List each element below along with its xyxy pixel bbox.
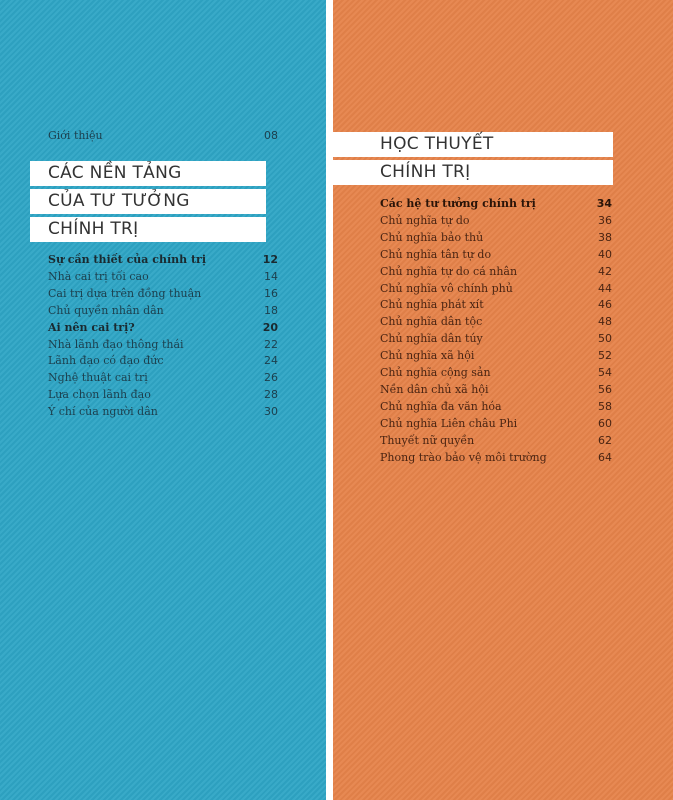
entry-title: Phong trào bảo vệ môi trường: [380, 450, 547, 464]
toc-entry[interactable]: Nền dân chủ xã hội 56: [380, 381, 612, 398]
entry-page: 24: [264, 354, 278, 368]
entry-title: Chủ nghĩa tân tự do: [380, 247, 492, 261]
toc-entry[interactable]: Chủ nghĩa bảo thủ 38: [380, 229, 612, 246]
toc-entry[interactable]: Sự cần thiết của chính trị 12: [48, 251, 278, 268]
entry-title: Chủ nghĩa dân túy: [380, 332, 483, 346]
entry-title: Chủ nghĩa tự do: [380, 213, 470, 227]
entry-page: 44: [598, 281, 612, 295]
entry-page: 28: [264, 388, 278, 402]
entry-page: 62: [598, 433, 612, 447]
toc-entry[interactable]: Nhà cai trị tối cao 14: [48, 268, 278, 285]
entry-title: Lãnh đạo có đạo đức: [48, 354, 164, 368]
toc-entry[interactable]: Chủ quyền nhân dân 18: [48, 302, 278, 319]
entry-page: 38: [598, 230, 612, 244]
toc-entry[interactable]: Các hệ tư tưởng chính trị 34: [380, 195, 612, 212]
toc-entry[interactable]: Chủ nghĩa cộng sản 54: [380, 364, 612, 381]
entry-page: 08: [264, 129, 278, 142]
chapter-title-line: HỌC THUYẾT: [333, 132, 613, 157]
toc-entry[interactable]: Thuyết nữ quyền 62: [380, 432, 612, 449]
entry-title: Chủ nghĩa cộng sản: [380, 366, 491, 379]
toc-entry[interactable]: Chủ nghĩa dân túy 50: [380, 330, 612, 347]
right-page: HỌC THUYẾT CHÍNH TRỊ Các hệ tư tưởng chí…: [333, 0, 673, 800]
entry-page: 34: [596, 197, 612, 210]
entry-title: Cai trị dựa trên đồng thuận: [48, 286, 202, 300]
chapter-title-line: CHÍNH TRỊ: [333, 160, 613, 185]
entry-title: Nhà lãnh đạo thông thái: [48, 337, 184, 351]
entry-page: 42: [598, 264, 612, 278]
entry-title: Ý chí của người dân: [48, 405, 158, 419]
entry-page: 50: [598, 332, 612, 346]
entry-title: Nền dân chủ xã hội: [380, 382, 489, 396]
toc-entry[interactable]: Chủ nghĩa xã hội 52: [380, 347, 612, 364]
toc-entry[interactable]: Ý chí của người dân 30: [48, 403, 278, 420]
entry-page: 64: [598, 450, 612, 464]
toc-entry[interactable]: Chủ nghĩa dân tộc 48: [380, 313, 612, 330]
toc-entry[interactable]: Nhà lãnh đạo thông thái 22: [48, 336, 278, 353]
toc-entry[interactable]: Nghệ thuật cai trị 26: [48, 369, 278, 386]
entry-title: Giới thiệu: [48, 129, 103, 142]
entry-page: 56: [598, 382, 612, 396]
entry-page: 26: [264, 371, 278, 385]
entry-page: 20: [262, 320, 278, 334]
entry-title: Chủ nghĩa vô chính phủ: [380, 281, 513, 295]
toc-entry[interactable]: Ai nên cai trị? 20: [48, 319, 278, 336]
toc-entry[interactable]: Chủ nghĩa phát xít 46: [380, 296, 612, 313]
entry-title: Thuyết nữ quyền: [380, 433, 475, 447]
entry-title: Chủ quyền nhân dân: [48, 303, 164, 317]
toc-entry[interactable]: Chủ nghĩa tân tự do 40: [380, 246, 612, 263]
chapter-title-line: CHÍNH TRỊ: [30, 217, 266, 242]
entry-page: 54: [598, 366, 612, 379]
entry-title: Ai nên cai trị?: [48, 320, 135, 334]
entry-page: 14: [264, 269, 278, 283]
entry-title: Sự cần thiết của chính trị: [48, 253, 206, 266]
entry-title: Chủ nghĩa dân tộc: [380, 315, 483, 329]
entry-page: 16: [264, 286, 278, 300]
toc-entry[interactable]: Chủ nghĩa tự do cá nhân 42: [380, 263, 612, 280]
toc-entry[interactable]: Chủ nghĩa tự do 36: [380, 212, 612, 229]
toc-entry[interactable]: Chủ nghĩa đa văn hóa 58: [380, 398, 612, 415]
entry-page: 18: [264, 303, 278, 317]
entry-page: 30: [264, 405, 278, 419]
entry-title: Chủ nghĩa phát xít: [380, 298, 484, 312]
toc-entry[interactable]: Chủ nghĩa vô chính phủ 44: [380, 280, 612, 297]
entry-page: 48: [598, 315, 612, 329]
entry-page: 60: [598, 416, 612, 430]
entry-title: Nhà cai trị tối cao: [48, 269, 149, 283]
toc-entry[interactable]: Phong trào bảo vệ môi trường 64: [380, 449, 612, 466]
chapter-title-line: CỦA TƯ TƯỞNG: [30, 189, 266, 214]
left-page: Giới thiệu 08 CÁC NỀN TẢNG CỦA TƯ TƯỞNG …: [0, 0, 326, 800]
entry-title: Lựa chọn lãnh đạo: [48, 388, 151, 402]
entry-page: 40: [598, 247, 612, 261]
entry-title: Chủ nghĩa xã hội: [380, 349, 475, 363]
entry-title: Chủ nghĩa tự do cá nhân: [380, 264, 518, 278]
toc-entry[interactable]: Lãnh đạo có đạo đức 24: [48, 352, 278, 369]
entry-page: 12: [262, 253, 278, 266]
entry-page: 58: [598, 399, 612, 413]
entry-title: Chủ nghĩa bảo thủ: [380, 230, 484, 244]
entry-title: Chủ nghĩa đa văn hóa: [380, 399, 502, 413]
entry-page: 46: [598, 298, 612, 312]
entry-page: 36: [598, 213, 612, 227]
toc-entry[interactable]: Lựa chọn lãnh đạo 28: [48, 386, 278, 403]
toc-entry[interactable]: Chủ nghĩa Liên châu Phi 60: [380, 415, 612, 432]
entry-title: Chủ nghĩa Liên châu Phi: [380, 416, 518, 430]
toc-entry-intro[interactable]: Giới thiệu 08: [48, 127, 278, 144]
entry-page: 52: [598, 349, 612, 363]
chapter-title-line: CÁC NỀN TẢNG: [30, 161, 266, 186]
entry-page: 22: [264, 337, 278, 351]
entry-title: Nghệ thuật cai trị: [48, 371, 148, 385]
toc-entry[interactable]: Cai trị dựa trên đồng thuận 16: [48, 285, 278, 302]
entry-title: Các hệ tư tưởng chính trị: [380, 197, 536, 210]
